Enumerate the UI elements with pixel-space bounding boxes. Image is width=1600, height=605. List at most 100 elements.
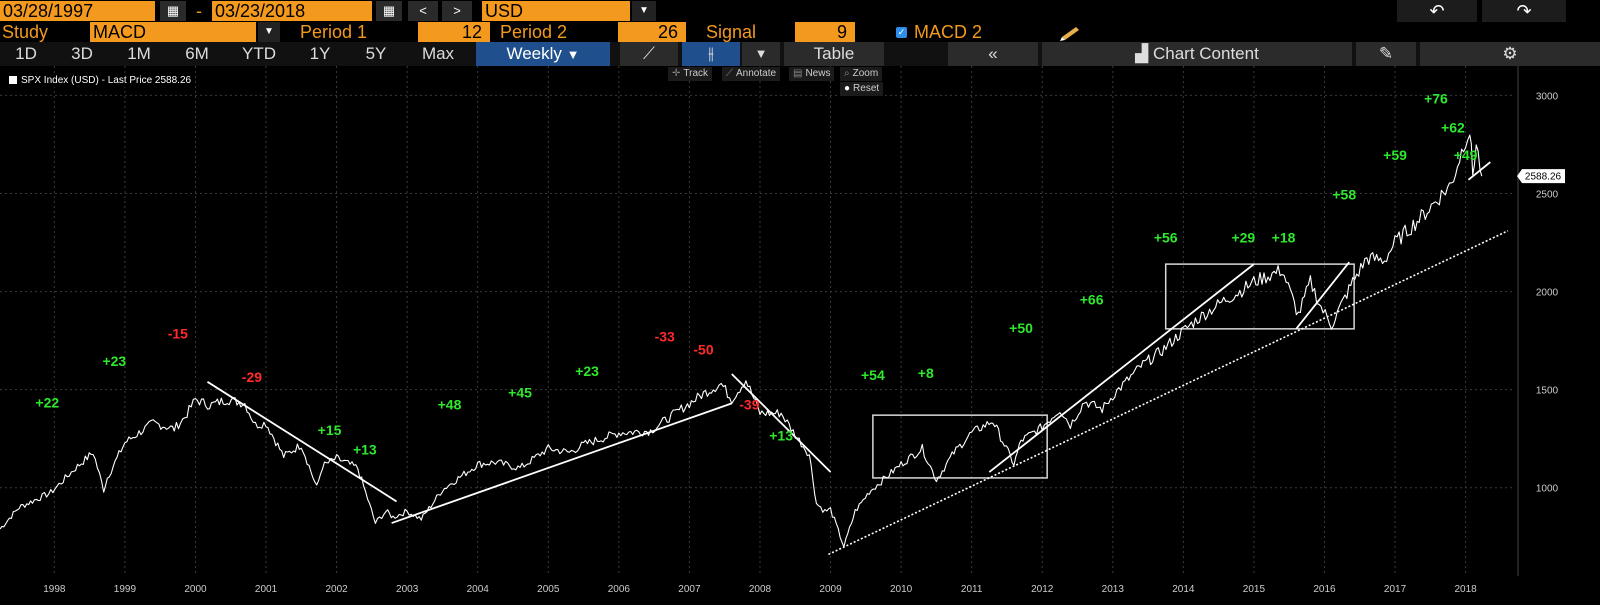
macd2-checkbox[interactable]: ✓ bbox=[896, 27, 907, 38]
annotation-label: +23 bbox=[102, 353, 126, 369]
annotate-icon: ⟋ bbox=[726, 68, 733, 79]
annotation-label: +50 bbox=[1009, 320, 1033, 336]
x-tick-label: 2007 bbox=[678, 584, 701, 595]
caret-down-icon: ▼ bbox=[264, 26, 274, 37]
caret-down-icon: ▼ bbox=[566, 47, 580, 62]
line-chart-icon: ⟋ bbox=[643, 44, 655, 63]
x-tick-label: 2012 bbox=[1031, 584, 1054, 595]
prev-period-button[interactable]: < bbox=[408, 1, 438, 21]
currency-dropdown-button[interactable]: ▼ bbox=[632, 1, 656, 21]
tab-3d[interactable]: 3D bbox=[71, 44, 93, 63]
start-calendar-button[interactable]: ▦ bbox=[160, 1, 186, 21]
annotation-label: +48 bbox=[438, 396, 462, 412]
news-icon: ▤ bbox=[793, 68, 803, 79]
signal-field[interactable]: 9 bbox=[795, 22, 855, 42]
range-toolbar: 1D 3D 1M 6M YTD 1Y 5Y Max Weekly ▼ ⟋ ⫲ ▼… bbox=[0, 42, 1600, 66]
next-period-button[interactable]: > bbox=[442, 1, 472, 21]
edit-button[interactable]: ✎ bbox=[1356, 42, 1416, 66]
redo-button[interactable]: ↷ bbox=[1482, 0, 1566, 22]
double-chevron-left-icon: « bbox=[988, 44, 998, 63]
pencil-icon bbox=[1060, 27, 1079, 41]
dotted-support-line bbox=[828, 230, 1509, 556]
frequency-label: Weekly bbox=[506, 44, 562, 63]
tab-6m[interactable]: 6M bbox=[185, 44, 209, 63]
crosshair-icon: ✛ bbox=[672, 68, 681, 79]
study-toolbar: Study MACD ▼ Period 1 12 Period 2 26 Sig… bbox=[0, 22, 1600, 42]
calendar-icon: ▦ bbox=[166, 3, 180, 18]
end-date-field[interactable]: 03/23/2018 bbox=[212, 1, 372, 21]
start-date-field[interactable]: 03/28/1997 bbox=[0, 1, 155, 21]
annotation-label: -29 bbox=[242, 369, 262, 385]
last-price-badge bbox=[1517, 169, 1565, 184]
annotation-label: +13 bbox=[769, 428, 793, 444]
caret-down-icon: ▼ bbox=[639, 5, 649, 16]
tab-max[interactable]: Max bbox=[421, 44, 455, 63]
gear-icon: ⚙ bbox=[1502, 44, 1518, 63]
study-dropdown-button[interactable]: ▼ bbox=[258, 22, 280, 42]
tab-ytd[interactable]: YTD bbox=[242, 44, 276, 63]
period2-field[interactable]: 26 bbox=[618, 22, 686, 42]
x-tick-label: 2004 bbox=[467, 584, 490, 595]
frequency-select[interactable]: Weekly ▼ bbox=[476, 42, 610, 66]
reset-icon: ● bbox=[844, 83, 851, 94]
price-series bbox=[0, 134, 1483, 548]
x-tick-label: 2011 bbox=[961, 584, 983, 595]
x-tick-label: 2014 bbox=[1172, 584, 1195, 595]
study-select[interactable]: MACD bbox=[90, 22, 256, 42]
trendline bbox=[1467, 161, 1491, 181]
chart-icon: ▟ bbox=[1135, 44, 1149, 63]
legend-swatch bbox=[9, 76, 17, 84]
redo-icon: ↷ bbox=[1516, 1, 1532, 21]
trendline bbox=[391, 402, 733, 524]
x-tick-label: 2016 bbox=[1313, 584, 1336, 595]
x-tick-label: 2005 bbox=[537, 584, 560, 595]
annotation-label: +62 bbox=[1441, 120, 1465, 136]
track-button[interactable]: ✛ Track bbox=[668, 67, 713, 81]
period1-field[interactable]: 12 bbox=[418, 22, 490, 42]
x-tick-label: 2000 bbox=[184, 584, 207, 595]
annotate-button[interactable]: ⟋ Annotate bbox=[722, 67, 781, 81]
last-price-label: 2588.26 bbox=[1525, 172, 1562, 183]
price-line bbox=[0, 134, 1483, 548]
consolidation-box bbox=[872, 414, 1048, 479]
annotation-label: +8 bbox=[918, 365, 934, 381]
zoom-button[interactable]: ⌕ Zoom bbox=[840, 67, 883, 81]
y-tick-label: 1000 bbox=[1536, 484, 1559, 495]
x-tick-label: 1999 bbox=[114, 584, 137, 595]
x-tick-label: 2017 bbox=[1384, 584, 1407, 595]
reset-button[interactable]: ● Reset bbox=[840, 82, 884, 96]
x-tick-label: 2003 bbox=[396, 584, 419, 595]
chart-content-button[interactable]: ▟ Chart Content bbox=[1042, 42, 1352, 66]
news-button[interactable]: ▤ News bbox=[789, 67, 835, 81]
consolidation-box bbox=[1164, 263, 1355, 330]
x-axis: 1998 1999 2000 2001 2002 2003 2004 2005 2006 2007… bbox=[43, 584, 1477, 595]
annotation-label: -50 bbox=[693, 341, 713, 357]
x-tick-label: 2015 bbox=[1243, 584, 1266, 595]
annotation-label: -15 bbox=[168, 326, 188, 342]
end-calendar-button[interactable]: ▦ bbox=[376, 1, 402, 21]
chart-content-label: Chart Content bbox=[1152, 44, 1259, 63]
bar-chart-button[interactable]: ⫲ bbox=[682, 42, 740, 66]
annotations: +22 +23 -15 -29 +15 +13 +48 +45 +23 -33 -50 -39 +13 +… bbox=[35, 90, 1477, 457]
settings-button[interactable]: ⚙ bbox=[1420, 42, 1600, 66]
chart-type-dropdown[interactable]: ▼ bbox=[742, 42, 780, 66]
annotation-label: +13 bbox=[353, 441, 377, 457]
zoom-label: Zoom bbox=[852, 68, 879, 79]
price-chart[interactable]: 1998 1999 2000 2001 2002 2003 2004 2005 2006 2007… bbox=[0, 66, 1600, 605]
collapse-button[interactable]: « bbox=[948, 42, 1038, 66]
edit-icon: ✎ bbox=[1378, 44, 1394, 63]
undo-button[interactable]: ↶ bbox=[1397, 0, 1477, 22]
pencil-button[interactable] bbox=[1058, 23, 1084, 41]
tab-1y[interactable]: 1Y bbox=[309, 44, 331, 63]
study-label: Study bbox=[2, 22, 49, 42]
x-tick-label: 1998 bbox=[43, 584, 66, 595]
y-axis: 1000 1500 2000 2500 3000 bbox=[1536, 91, 1559, 494]
tab-1m[interactable]: 1M bbox=[127, 44, 151, 63]
table-button[interactable]: Table bbox=[784, 42, 884, 66]
tab-1d[interactable]: 1D bbox=[15, 44, 37, 63]
currency-select[interactable]: USD bbox=[482, 1, 630, 21]
tab-5y[interactable]: 5Y bbox=[365, 44, 387, 63]
x-tick-label: 2002 bbox=[325, 584, 348, 595]
line-chart-button[interactable]: ⟋ bbox=[620, 42, 678, 66]
date-separator: - bbox=[196, 1, 202, 21]
